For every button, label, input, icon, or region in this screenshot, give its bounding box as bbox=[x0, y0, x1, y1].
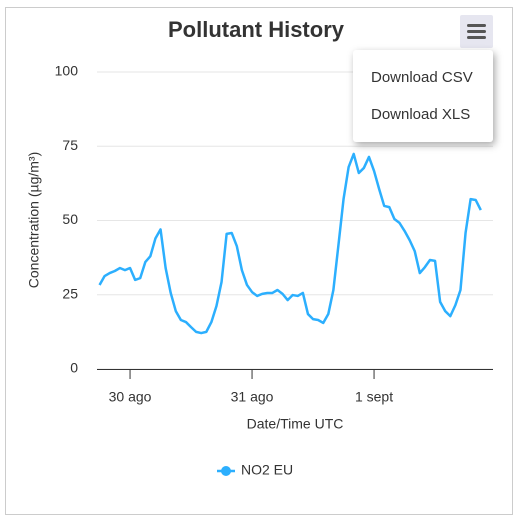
y-tick-label: 25 bbox=[62, 285, 78, 301]
y-axis-title: Concentration (µg/m³) bbox=[26, 152, 42, 288]
x-tick-label: 1 sept bbox=[355, 389, 393, 405]
menu-item[interactable]: Download XLS bbox=[371, 106, 471, 123]
export-menu: Download CSV Download XLS bbox=[353, 50, 493, 142]
y-tick-label: 0 bbox=[70, 360, 78, 376]
y-tick-label: 75 bbox=[62, 137, 78, 153]
y-tick-label: 100 bbox=[55, 63, 79, 79]
series-line bbox=[98, 152, 482, 335]
x-axis-title: Date/Time UTC bbox=[247, 416, 344, 432]
y-tick-label: 50 bbox=[62, 211, 78, 227]
x-tick-label: 30 ago bbox=[109, 389, 152, 405]
chart-title: Pollutant History bbox=[168, 17, 345, 42]
menu-item[interactable]: Download CSV bbox=[371, 69, 473, 86]
legend-label: NO2 EU bbox=[241, 462, 293, 478]
legend-symbol bbox=[221, 466, 231, 476]
menu-button[interactable] bbox=[460, 15, 493, 48]
x-tick-label: 31 ago bbox=[231, 389, 274, 405]
